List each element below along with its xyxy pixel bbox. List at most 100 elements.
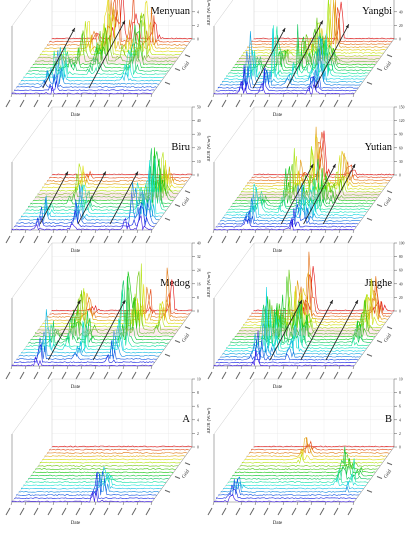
axis-line	[338, 365, 341, 370]
z-tick-label: 100	[399, 242, 405, 246]
x-tick-label	[145, 507, 151, 516]
ridge-line	[230, 465, 371, 480]
x-tick-label	[117, 99, 123, 108]
axes-box: 0 10 20 30 40 50	[5, 106, 201, 244]
ridge-line	[42, 0, 183, 53]
x-tick-label	[47, 235, 53, 244]
axis-line	[136, 229, 139, 234]
x-tick-label	[347, 99, 353, 108]
ridge-line	[23, 59, 164, 79]
axis-line	[296, 501, 299, 506]
axis-line	[66, 229, 69, 234]
ridges	[11, 445, 193, 503]
z-tick-label: 6	[197, 0, 199, 1]
axis-line	[24, 229, 27, 234]
y-axis-label: ΔIUR (W/m²)	[206, 135, 211, 161]
axis-line	[324, 229, 327, 234]
event-arrow	[300, 299, 334, 361]
highlight-band	[34, 55, 180, 64]
z-tick-label: 0	[197, 38, 199, 42]
ridge-line	[14, 343, 155, 364]
ridges	[11, 0, 193, 95]
axis-line	[10, 501, 13, 506]
axis-line	[10, 229, 13, 234]
x-tick-label	[117, 235, 123, 244]
ridge-line	[213, 350, 355, 367]
y-axis-label: ΔIUR (W/m²)	[206, 0, 211, 25]
axis-line	[352, 93, 355, 98]
ridge-line	[18, 50, 160, 85]
axis-line	[310, 501, 313, 506]
x-tick-label	[131, 235, 137, 244]
ridge-line	[35, 287, 176, 335]
ridge-line	[39, 263, 181, 328]
axis-line	[11, 378, 53, 435]
axis-line	[324, 501, 327, 506]
x-axis-label: Date	[273, 385, 283, 390]
x-tick-label	[319, 507, 325, 516]
axis-line	[353, 310, 395, 367]
x-axis-label: Date	[71, 521, 81, 526]
grid-tick-label	[174, 340, 181, 343]
axis-line	[213, 378, 255, 435]
axis-line	[150, 365, 153, 370]
axis-line	[282, 501, 285, 506]
axis-line	[254, 365, 257, 370]
grid-tick-label	[386, 462, 393, 466]
ridge-line	[249, 437, 390, 454]
event-arrow-head	[319, 20, 323, 25]
axis-line	[310, 93, 313, 98]
z-tick-label: 90	[399, 133, 403, 137]
ridge-line	[47, 0, 188, 46]
ridge-line	[215, 208, 357, 228]
x-tick-label	[333, 371, 339, 380]
axis-line	[122, 93, 125, 98]
event-arrow	[77, 171, 107, 225]
x-tick-label	[235, 99, 241, 108]
event-arrow-head	[71, 28, 75, 32]
grid-tick-label	[386, 326, 393, 330]
x-tick-label	[249, 235, 255, 244]
ridge-line	[232, 446, 373, 477]
ridge-line	[220, 476, 362, 493]
ridge-line	[217, 204, 359, 225]
x-tick-label	[89, 99, 95, 108]
axis-line	[38, 501, 41, 506]
ridge-line	[213, 218, 355, 231]
x-tick-label	[207, 99, 213, 108]
grid-tick-label	[174, 68, 181, 71]
axis-line	[52, 501, 55, 506]
axis-line	[80, 93, 83, 98]
ridge-line	[44, 166, 185, 186]
z-tick-label: 20	[399, 24, 403, 28]
ridge-line	[215, 64, 357, 92]
ridge-line	[234, 36, 376, 66]
ridge-line	[37, 465, 178, 467]
axis-line	[212, 93, 215, 98]
axis-line	[268, 229, 271, 234]
z-tick-label: 4	[399, 418, 401, 422]
axis-line	[226, 365, 229, 370]
event-arrow	[314, 24, 350, 89]
x-tick-label	[221, 235, 227, 244]
z-tick-label: 2	[197, 24, 199, 28]
ridge-line	[220, 184, 361, 222]
event-arrow	[48, 299, 81, 361]
ridge-line	[32, 271, 174, 338]
z-tick-label: 40	[197, 119, 201, 123]
grid-tick-label	[164, 217, 171, 221]
axis-line	[38, 229, 41, 234]
ridge-line	[249, 141, 390, 182]
ridge-plot: 020406080100DateGridΔIUR (W/m²)	[207, 0, 403, 118]
grid-tick-label	[174, 476, 181, 479]
z-tick-label: 32	[197, 255, 201, 259]
ridge-plot: 020406080100DateGridΔIUR (W/m²)	[207, 242, 405, 390]
z-tick-label: 10	[197, 160, 201, 164]
z-tick-label: 80	[399, 255, 403, 259]
z-tick-label: 0	[197, 174, 199, 178]
z-tick-label: 0	[399, 38, 401, 42]
ridges	[11, 263, 192, 367]
x-tick-label	[19, 371, 25, 380]
z-tick-label: 6	[399, 405, 401, 409]
z-tick-label: 8	[197, 296, 199, 300]
